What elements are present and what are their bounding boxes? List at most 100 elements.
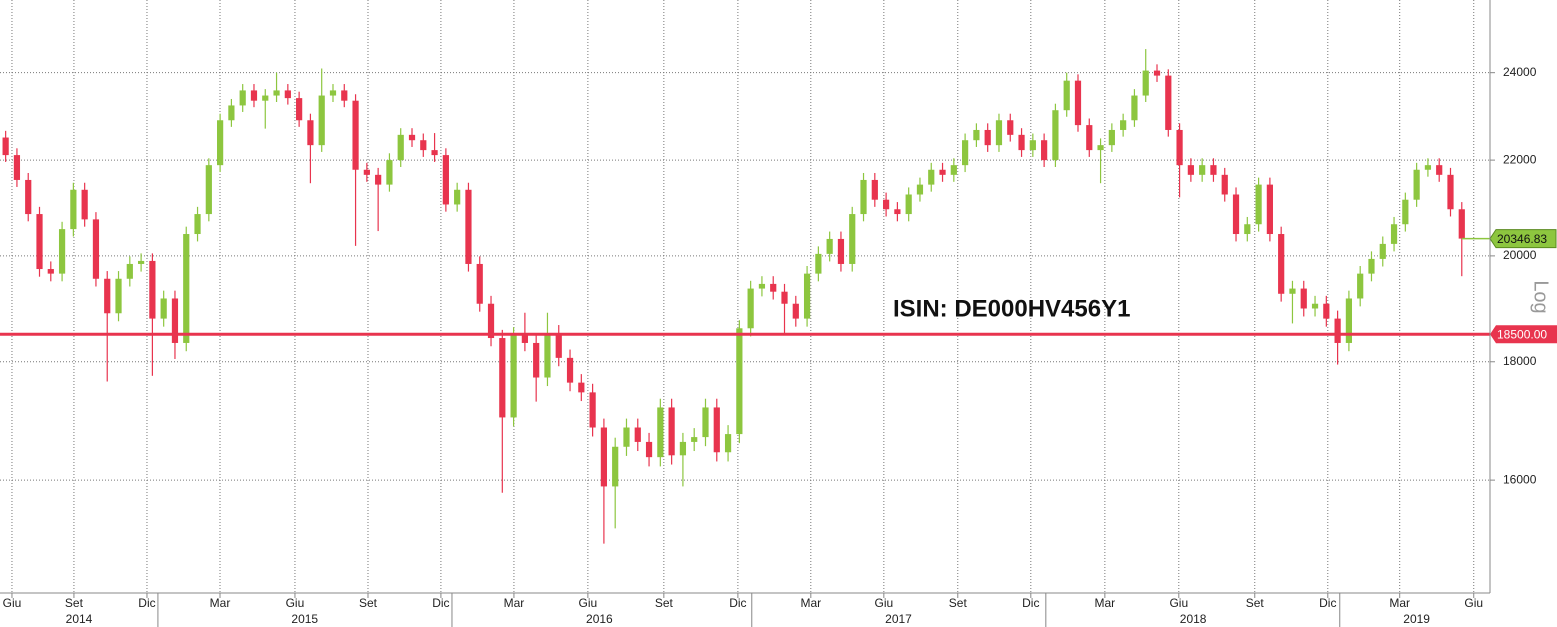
candle-body [239, 90, 246, 106]
candle-body [736, 328, 743, 435]
candle-body [70, 189, 77, 230]
candles [2, 49, 1465, 544]
candle-body [420, 140, 427, 151]
candle-body [1379, 243, 1386, 259]
candle-body [747, 288, 754, 329]
x-tick-label: Giu [579, 596, 598, 610]
candle-body [962, 140, 969, 166]
candle-body [262, 95, 269, 101]
candle-body [645, 441, 653, 458]
candle-body [1266, 184, 1273, 235]
candle-body [871, 179, 878, 200]
candle-body [1131, 95, 1138, 121]
candle-body [1300, 288, 1307, 309]
candle-body [115, 278, 122, 314]
candle-body [713, 407, 720, 453]
candle-body [781, 291, 788, 304]
candle-body [329, 90, 337, 96]
year-label: 2014 [66, 612, 93, 626]
candle-body [81, 189, 88, 220]
candle-body [1210, 165, 1217, 175]
candle-body [916, 184, 924, 195]
candle-body [882, 199, 890, 210]
candle-body [1074, 80, 1082, 126]
candle-body [1323, 303, 1330, 319]
candle-body [58, 229, 66, 274]
candle-body [160, 298, 167, 319]
x-tick-label: Mar [800, 596, 821, 610]
y-tick-label: 16000 [1503, 472, 1537, 486]
candle-body [973, 129, 980, 141]
candle-body [578, 382, 585, 393]
candle-body [442, 155, 449, 205]
candle-body [397, 134, 404, 161]
y-tick-label: 22000 [1503, 152, 1537, 166]
candle-body [657, 407, 664, 458]
candle-body [849, 214, 856, 264]
x-tick-label: Dic [729, 596, 746, 610]
x-tick-label: Giu [286, 596, 305, 610]
candle-body [1278, 234, 1285, 294]
candle-body [1007, 120, 1014, 135]
candle-body [307, 120, 314, 146]
candle-body [408, 134, 416, 141]
annotation: ISIN: DE000HV456Y1 [893, 295, 1130, 322]
candle-body [25, 179, 32, 215]
candle-body [770, 283, 777, 292]
x-tick-label: Set [1246, 596, 1265, 610]
candle-body [905, 194, 912, 215]
candle-body [1447, 174, 1454, 210]
candle-body [296, 98, 303, 121]
candle-body [792, 303, 799, 319]
candle-body [566, 357, 574, 383]
x-tick-label: Dic [1022, 596, 1039, 610]
candle-body [702, 407, 709, 438]
candle-body [724, 434, 732, 453]
year-label: 2019 [1403, 612, 1430, 626]
candle-body [600, 427, 608, 487]
candle-body [510, 335, 517, 418]
candle-body [1289, 288, 1296, 294]
candle-body [1345, 298, 1353, 343]
candle-body [1029, 140, 1036, 151]
x-tick-label: Set [655, 596, 674, 610]
candle-body [995, 120, 1003, 146]
candle-body [826, 238, 833, 254]
last-price-label: 20346.83 [1497, 232, 1547, 246]
candle-body [228, 105, 235, 121]
candle-body [1368, 258, 1375, 274]
candle-body [1436, 165, 1443, 175]
candle-body [928, 169, 935, 185]
candle-body [1052, 110, 1059, 161]
x-tick-label: Set [65, 596, 84, 610]
candle-body [1153, 70, 1161, 76]
candle-body [1120, 120, 1127, 130]
candle-body [860, 179, 867, 215]
x-tick-label: Mar [504, 596, 525, 610]
candle-body [126, 263, 133, 279]
y-tick-label: 24000 [1503, 65, 1537, 79]
candle-body [894, 209, 901, 215]
candle-body [1390, 224, 1398, 244]
candle-body [92, 219, 100, 279]
candle-body [803, 273, 811, 319]
year-label: 2018 [1180, 612, 1207, 626]
candle-body [1221, 174, 1228, 195]
candle-body [183, 234, 190, 343]
level-flag [1490, 325, 1557, 344]
candle-body [612, 446, 619, 487]
candle-body [273, 90, 280, 96]
x-tick-label: Giu [1169, 596, 1188, 610]
candle-body [205, 165, 212, 215]
candle-body [984, 129, 991, 146]
candle-body [544, 333, 551, 378]
candle-body [1165, 75, 1172, 130]
scale-label: Log [1530, 280, 1552, 313]
y-tick-label: 18000 [1503, 354, 1537, 368]
x-tick-label: Giu [1464, 596, 1483, 610]
candle-body [36, 214, 43, 270]
candle-body [476, 263, 483, 304]
x-tick-label: Giu [874, 596, 893, 610]
candle-body [284, 90, 291, 99]
